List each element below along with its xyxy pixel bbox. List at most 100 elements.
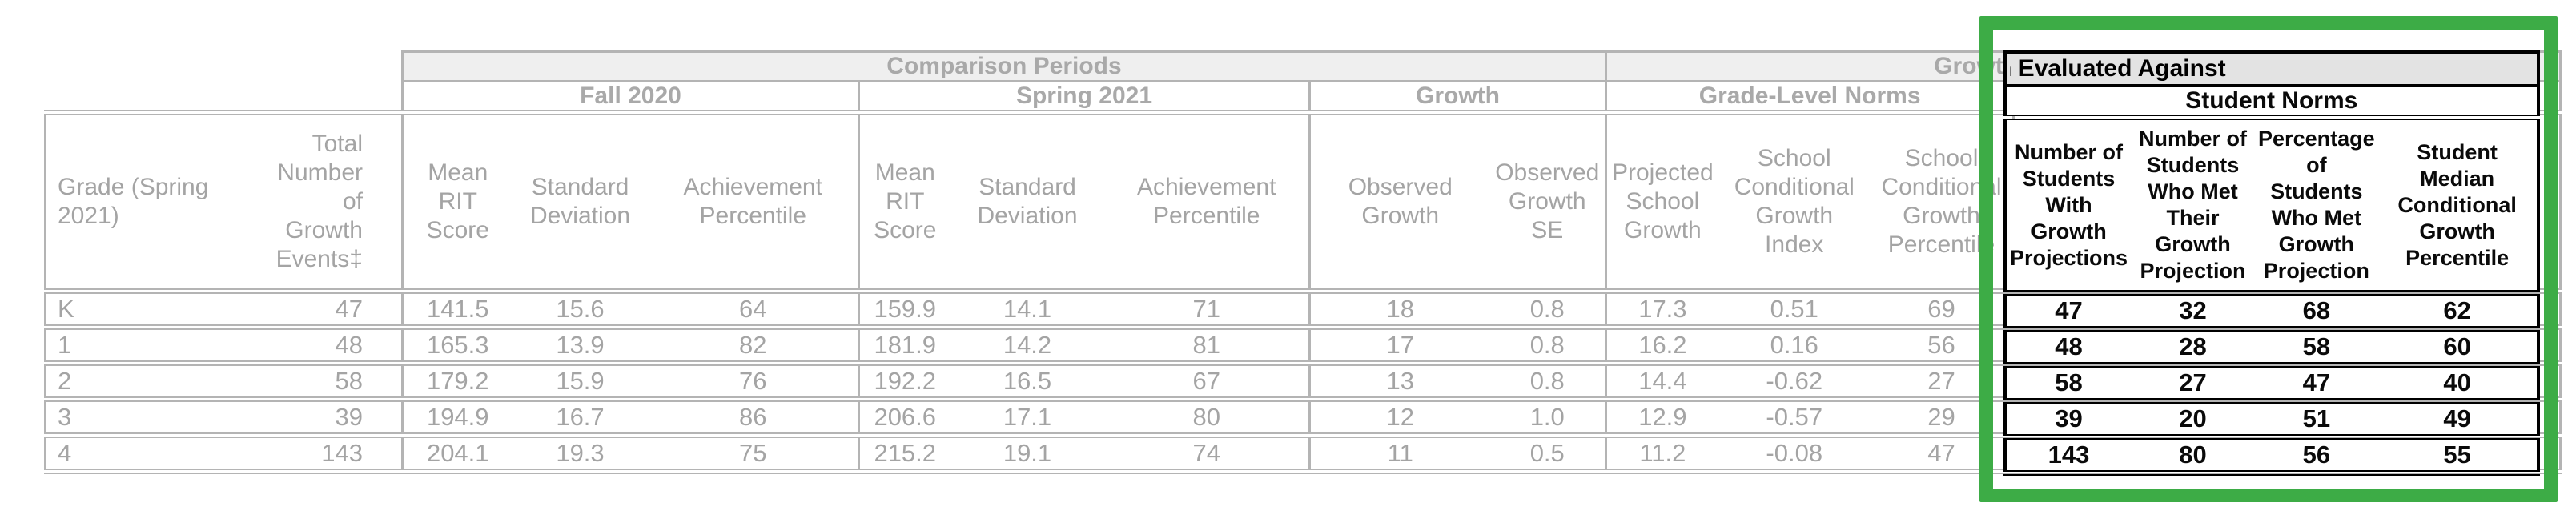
blank-corner <box>45 51 403 82</box>
cell: 0.51 <box>1718 288 1871 330</box>
header-spring-mean-rit: Mean RIT Score <box>858 110 950 294</box>
highlight-box <box>1979 16 2558 502</box>
cell: 86 <box>648 396 859 438</box>
cell: 39 <box>2003 398 2132 440</box>
cell: 181.9 <box>858 324 950 366</box>
blank-corner <box>45 81 403 113</box>
cell: 62 <box>2377 290 2540 332</box>
cell: 68 <box>2255 290 2378 332</box>
cell: 143 <box>259 432 403 474</box>
cell: 48 <box>259 324 403 366</box>
header-observed-growth-se: Observed Growth SE <box>1489 110 1606 294</box>
overlay-row-grade-4: 143 80 56 55 <box>2003 434 2540 476</box>
cell: 49 <box>2377 398 2540 440</box>
cell-grade: 4 <box>44 432 260 474</box>
header-fall-std-dev: Standard Deviation <box>512 110 649 294</box>
cell: 17 <box>1308 324 1490 366</box>
cell: 0.16 <box>1718 324 1871 366</box>
cell: 17.3 <box>1604 288 1718 330</box>
cell: 12.9 <box>1604 396 1718 438</box>
cell: 60 <box>2377 326 2540 368</box>
cell: 28 <box>2131 326 2256 368</box>
growth-band: Growth <box>1308 81 1606 115</box>
cell: 15.9 <box>512 360 649 402</box>
cell: 194.9 <box>401 396 512 438</box>
cell-grade: 1 <box>44 324 260 366</box>
cell: 14.2 <box>950 324 1105 366</box>
cell: 81 <box>1104 324 1310 366</box>
cell-grade: 2 <box>44 360 260 402</box>
header-spring-achievement-pctl: Achievement Percentile <box>1104 110 1310 294</box>
header-fall-achievement-pctl: Achievement Percentile <box>648 110 859 294</box>
cell: 141.5 <box>401 288 512 330</box>
overlay-column-header-row: Number of Students With Growth Projectio… <box>2003 115 2540 296</box>
cell: 12 <box>1308 396 1490 438</box>
table-row-grade-2: 2 58 179.2 15.9 76 192.2 16.5 67 13 0.8 … <box>44 360 2562 402</box>
header-spring-std-dev: Standard Deviation <box>950 110 1105 294</box>
cell: 80 <box>1104 396 1310 438</box>
growth-evaluated-against-band-overlay: Growth Evaluated Against <box>2003 50 2540 87</box>
header-student-median-cgp: Student Median Conditional Growth Percen… <box>2377 115 2540 296</box>
overlay-row-grade-k: 47 32 68 62 <box>2003 290 2540 332</box>
cell: 19.1 <box>950 432 1105 474</box>
overlay-band-row-sub: Student Norms <box>2003 86 2540 120</box>
header-total-growth-events: Total Number of Growth Events‡ <box>259 110 403 294</box>
cell: 0.8 <box>1489 360 1606 402</box>
cell: 16.5 <box>950 360 1105 402</box>
cell: 17.1 <box>950 396 1105 438</box>
cell: 14.4 <box>1604 360 1718 402</box>
cell: 74 <box>1104 432 1310 474</box>
growth-evaluated-against-label: Growth Evaluated Against <box>2010 55 2226 82</box>
cell: 165.3 <box>401 324 512 366</box>
cell: 18 <box>1308 288 1490 330</box>
band-clip: Growth Evaluated Against <box>2010 55 2534 82</box>
overlay-row-grade-1: 48 28 58 60 <box>2003 326 2540 368</box>
cell: 47 <box>2003 290 2132 332</box>
cell: 58 <box>2003 362 2132 404</box>
grade-level-norms-band: Grade-Level Norms <box>1604 81 2014 115</box>
cell: 76 <box>648 360 859 402</box>
cell: 0.8 <box>1489 288 1606 330</box>
student-norms-band-overlay: Student Norms <box>2003 86 2540 120</box>
cell: 47 <box>259 288 403 330</box>
cell: 32 <box>2131 290 2256 332</box>
cell: 179.2 <box>401 360 512 402</box>
cell: 58 <box>2255 326 2378 368</box>
cell: 64 <box>648 288 859 330</box>
cell: 47 <box>2255 362 2378 404</box>
fall-2020-band: Fall 2020 <box>401 81 859 115</box>
cell: 58 <box>259 360 403 402</box>
student-norms-overlay-table: Growth Evaluated Against Student Norms N… <box>2003 50 2540 476</box>
header-school-cgp: School Conditional Growth Percentile <box>1870 110 2014 294</box>
cell: 11.2 <box>1604 432 1718 474</box>
overlay-row-grade-3: 39 20 51 49 <box>2003 398 2540 440</box>
cell: 11 <box>1308 432 1490 474</box>
overlay-row-grade-2: 58 27 47 40 <box>2003 362 2540 404</box>
cell: 14.1 <box>950 288 1105 330</box>
header-students-met-projection: Number of Students Who Met Their Growth … <box>2131 115 2256 296</box>
cell: 215.2 <box>858 432 950 474</box>
cell: 16.2 <box>1604 324 1718 366</box>
cell: 16.7 <box>512 396 649 438</box>
cell: 75 <box>648 432 859 474</box>
cell: 13.9 <box>512 324 649 366</box>
cell: 1.0 <box>1489 396 1606 438</box>
cell: 159.9 <box>858 288 950 330</box>
cell: -0.57 <box>1718 396 1871 438</box>
overlay-band-row-top: Growth Evaluated Against <box>2003 50 2540 87</box>
header-fall-mean-rit: Mean RIT Score <box>401 110 512 294</box>
cell: 13 <box>1308 360 1490 402</box>
cell: 80 <box>2131 434 2256 476</box>
cell: 39 <box>259 396 403 438</box>
cell: 48 <box>2003 326 2132 368</box>
cell: 206.6 <box>858 396 950 438</box>
cell: 19.3 <box>512 432 649 474</box>
header-observed-growth: Observed Growth <box>1308 110 1490 294</box>
cell: 192.2 <box>858 360 950 402</box>
cell-grade: 3 <box>44 396 260 438</box>
cell: -0.62 <box>1718 360 1871 402</box>
header-projected-school-growth: Projected School Growth <box>1604 110 1718 294</box>
comparison-periods-band: Comparison Periods <box>401 50 1607 82</box>
cell: 82 <box>648 324 859 366</box>
